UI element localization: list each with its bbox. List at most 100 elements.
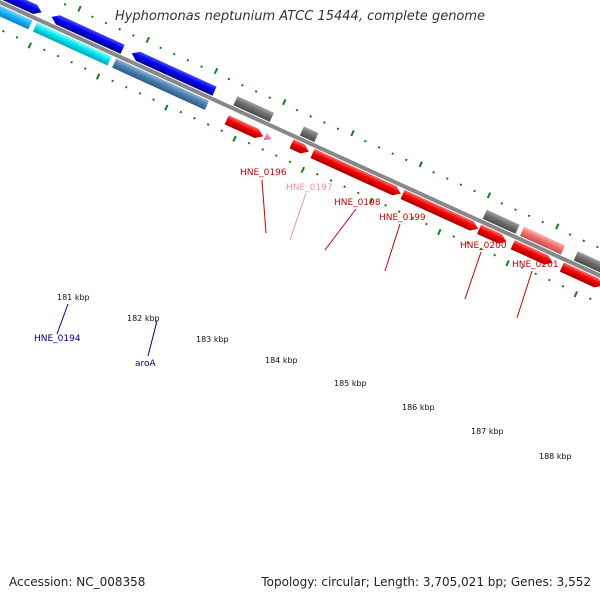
minor-tick xyxy=(561,284,565,288)
minor-tick xyxy=(247,141,251,145)
minor-tick xyxy=(124,85,128,89)
minor-tick xyxy=(377,146,381,149)
minor-tick xyxy=(104,21,108,25)
gene-arrow-red-b xyxy=(476,224,507,244)
connector-hne0200 xyxy=(464,251,482,300)
major-tick xyxy=(573,291,578,298)
minor-tick xyxy=(241,83,244,87)
minor-tick xyxy=(596,245,599,249)
connector-hne0194 xyxy=(56,303,69,335)
minor-tick xyxy=(131,34,135,37)
connector-hne0198 xyxy=(324,208,357,251)
major-tick xyxy=(27,42,32,49)
minor-tick xyxy=(500,202,504,205)
gene-arrow-magenta-hne0197 xyxy=(263,132,272,140)
tick-labels: 181 kbp 182 kbp 183 kbp 184 kbp 185 kbp … xyxy=(57,293,572,461)
tick-label-183: 183 kbp xyxy=(196,335,229,344)
gene-arrow-steel-aroA xyxy=(112,58,210,110)
tick-label-184: 184 kbp xyxy=(265,356,298,365)
minor-tick xyxy=(2,29,5,33)
genome-backbone xyxy=(0,0,600,303)
major-tick xyxy=(418,161,423,168)
minor-tick xyxy=(588,297,592,301)
map-title: Hyphomonas neptunium ATCC 15444, complet… xyxy=(114,9,486,24)
minor-tick xyxy=(445,177,449,180)
gene-arrow-gray-b xyxy=(482,209,520,234)
gene-arrow-gray-hne0198 xyxy=(299,126,319,143)
minor-tick xyxy=(275,154,278,157)
minor-tick xyxy=(254,90,258,93)
minor-tick xyxy=(323,121,326,124)
gene-arrow-pink-hne0201 xyxy=(520,226,566,255)
minor-tick xyxy=(432,170,435,174)
gene-arrow-blue-a xyxy=(0,0,42,15)
connector-aroA xyxy=(147,320,158,357)
major-tick xyxy=(505,260,510,267)
gene-label-hne0199: HNE_0199 xyxy=(379,213,426,223)
gene-label-hne0196: HNE_0196 xyxy=(240,168,287,178)
minor-tick xyxy=(83,67,87,70)
minor-tick xyxy=(138,92,142,95)
minor-tick xyxy=(42,48,46,52)
gene-labels: HNE_0194 aroA HNE_0196 HNE_0197 HNE_0198… xyxy=(34,168,559,369)
label-connectors xyxy=(56,179,533,357)
major-tick xyxy=(145,36,150,44)
minor-tick xyxy=(582,239,586,243)
gene-arrow-gray-c xyxy=(573,251,600,273)
tick-label-187: 187 kbp xyxy=(471,427,504,436)
major-tick xyxy=(555,223,560,230)
major-tick xyxy=(300,166,305,174)
tick-label-185: 185 kbp xyxy=(334,379,367,388)
minor-tick xyxy=(261,148,265,151)
gene-arrow-red-hne0196 xyxy=(224,115,264,139)
minor-tick xyxy=(206,123,210,126)
major-tick xyxy=(232,135,237,142)
gene-arrow-blue-c xyxy=(131,51,217,96)
minor-tick xyxy=(227,77,231,81)
minor-tick xyxy=(295,108,299,112)
major-tick xyxy=(213,67,219,75)
gene-label-aroA: aroA xyxy=(135,359,157,369)
minor-tick xyxy=(534,272,538,276)
minor-tick xyxy=(479,247,483,251)
topology-summary: Topology: circular; Length: 3,705,021 bp… xyxy=(261,575,591,589)
gene-arrow-gray-hne0196 xyxy=(233,96,274,122)
minor-tick xyxy=(329,179,333,182)
major-tick xyxy=(282,98,287,106)
minor-tick xyxy=(179,110,183,114)
minor-tick xyxy=(514,208,517,211)
minor-tick xyxy=(364,139,367,143)
minor-tick xyxy=(315,172,319,176)
gene-arrow-red-c xyxy=(559,262,600,288)
minor-tick xyxy=(404,158,408,162)
minor-tick xyxy=(520,266,524,269)
minor-tick xyxy=(343,185,346,189)
gene-label-hne0201: HNE_0201 xyxy=(512,260,559,270)
gene-arrow-red-hne0201 xyxy=(510,240,553,265)
minor-tick xyxy=(548,278,551,282)
major-tick xyxy=(95,73,101,80)
minor-tick xyxy=(473,189,476,193)
inner-tick-ring xyxy=(2,29,592,301)
connector-hne0201 xyxy=(516,270,533,319)
gene-label-hne0197: HNE_0197 xyxy=(286,183,333,193)
minor-tick xyxy=(186,59,190,62)
minor-tick xyxy=(356,191,360,195)
minor-tick xyxy=(466,241,469,245)
minor-tick xyxy=(56,54,60,58)
major-tick xyxy=(486,192,492,199)
minor-tick xyxy=(220,129,224,133)
minor-tick xyxy=(336,127,340,131)
minor-tick xyxy=(452,235,456,238)
minor-tick xyxy=(118,27,121,31)
gene-label-hne0198: HNE_0198 xyxy=(334,198,381,208)
minor-tick xyxy=(200,65,203,68)
gene-arrow-red-hne0198 xyxy=(289,139,309,154)
minor-tick xyxy=(63,3,67,6)
minor-tick xyxy=(268,96,272,99)
minor-tick xyxy=(309,115,313,118)
connector-hne0197 xyxy=(289,192,307,241)
connector-hne0199 xyxy=(384,223,401,272)
tick-label-188: 188 kbp xyxy=(539,452,572,461)
